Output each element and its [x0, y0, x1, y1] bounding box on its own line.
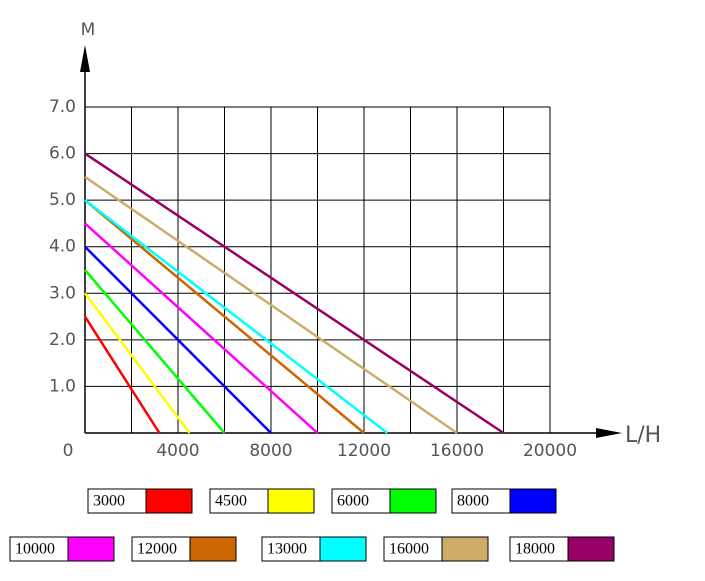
series-line [84, 199, 389, 434]
legend-label: 18000 [515, 541, 555, 558]
legend-swatch [319, 536, 367, 562]
y-tick-label: 2.0 [49, 330, 76, 350]
x-tick-label: 16000 [430, 441, 484, 461]
series-line [84, 222, 319, 434]
x-tick-label: 0 [63, 441, 74, 461]
x-tick-label: 20000 [523, 441, 577, 461]
legend-swatch [67, 536, 115, 562]
y-axis-label: M [81, 20, 96, 40]
legend-label: 10000 [15, 541, 55, 558]
y-tick-label: 4.0 [49, 237, 76, 257]
y-tick-label: 7.0 [49, 97, 76, 117]
y-tick-label: 3.0 [49, 283, 76, 303]
legend-label: 4500 [215, 493, 247, 510]
legend-box [131, 536, 191, 562]
y-tick-label: 1.0 [49, 376, 76, 396]
legend-swatch [145, 488, 193, 514]
legend-label: 13000 [267, 541, 307, 558]
legend-label: 8000 [457, 493, 489, 510]
legend-label: 16000 [389, 541, 429, 558]
x-tick-label: 12000 [337, 441, 391, 461]
series-line [83, 292, 191, 434]
legend-swatch [509, 488, 557, 514]
legend-box [261, 536, 321, 562]
series-line [84, 152, 505, 435]
y-axis-arrow [80, 45, 90, 72]
legend-swatch [567, 536, 615, 562]
x-axis-arrow [596, 428, 622, 438]
legend-box [383, 536, 443, 562]
legend-label: 12000 [137, 541, 177, 558]
series-line [83, 315, 161, 434]
legend-swatch [189, 536, 237, 562]
series-line [84, 175, 458, 435]
x-tick-label: 8000 [249, 441, 292, 461]
legend-box [451, 488, 511, 514]
legend-label: 3000 [93, 493, 125, 510]
legend-box [331, 488, 391, 514]
series-line [84, 199, 365, 434]
series-line [84, 269, 226, 434]
legend-label: 6000 [337, 493, 369, 510]
y-tick-label: 6.0 [49, 144, 76, 164]
legend-box [209, 488, 269, 514]
legend-swatch [389, 488, 437, 514]
legend-swatch [267, 488, 315, 514]
y-tick-label: 5.0 [49, 190, 76, 210]
series-line [84, 245, 272, 434]
legend-swatch [441, 536, 489, 562]
x-axis-label: L/H [625, 423, 661, 448]
x-tick-label: 4000 [156, 441, 199, 461]
legend-box [87, 488, 147, 514]
